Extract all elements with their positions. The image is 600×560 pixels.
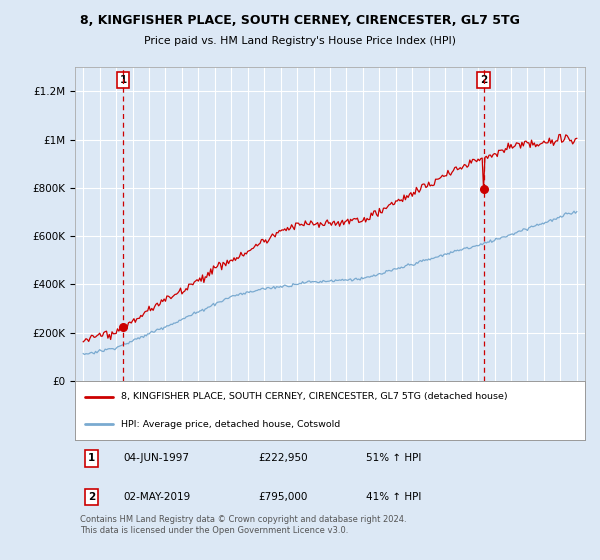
Text: HPI: Average price, detached house, Cotswold: HPI: Average price, detached house, Cots… [121,420,340,429]
Text: 1: 1 [119,75,127,85]
Text: 41% ↑ HPI: 41% ↑ HPI [366,492,421,502]
Text: Contains HM Land Registry data © Crown copyright and database right 2024.
This d: Contains HM Land Registry data © Crown c… [80,515,407,535]
Text: £795,000: £795,000 [259,492,308,502]
Text: 8, KINGFISHER PLACE, SOUTH CERNEY, CIRENCESTER, GL7 5TG (detached house): 8, KINGFISHER PLACE, SOUTH CERNEY, CIREN… [121,393,508,402]
Text: 2: 2 [480,75,487,85]
Text: Price paid vs. HM Land Registry's House Price Index (HPI): Price paid vs. HM Land Registry's House … [144,36,456,46]
Text: 04-JUN-1997: 04-JUN-1997 [124,454,190,464]
Text: 02-MAY-2019: 02-MAY-2019 [124,492,191,502]
Text: 2: 2 [88,492,95,502]
Text: 51% ↑ HPI: 51% ↑ HPI [366,454,421,464]
Text: 1: 1 [88,454,95,464]
Text: 8, KINGFISHER PLACE, SOUTH CERNEY, CIRENCESTER, GL7 5TG: 8, KINGFISHER PLACE, SOUTH CERNEY, CIREN… [80,14,520,27]
Text: £222,950: £222,950 [259,454,308,464]
